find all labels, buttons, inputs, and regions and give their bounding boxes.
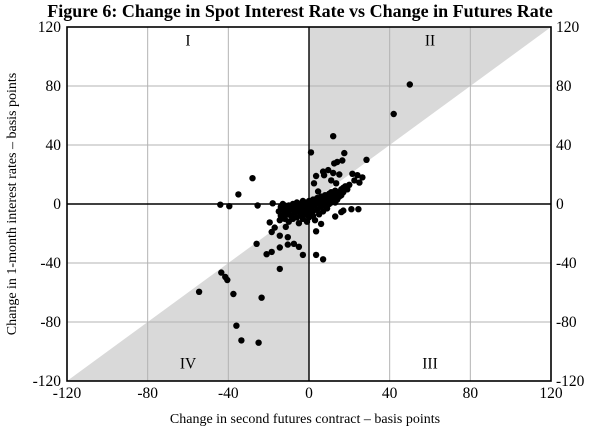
y-tick-label-right: -120 (556, 373, 585, 390)
scatter-point (312, 172, 320, 180)
y-tick-label-left: -80 (40, 314, 61, 331)
x-tick-label: -80 (137, 385, 158, 402)
scatter-point (312, 228, 320, 235)
scatter-point (282, 223, 289, 231)
scatter-point (314, 188, 322, 195)
scatter-point (226, 203, 233, 210)
scatter-point (276, 244, 283, 251)
scatter-point (339, 157, 346, 164)
scatter-point (195, 288, 203, 295)
scatter-point (217, 201, 224, 208)
y-tick-label-right: 120 (556, 19, 580, 36)
scatter-point (253, 240, 260, 247)
scatter-point (238, 337, 245, 344)
y-tick-label-left: 40 (46, 137, 62, 154)
scatter-point (269, 200, 276, 207)
scatter-point (249, 175, 256, 182)
scatter-point (341, 149, 348, 157)
quadrant-label: III (422, 355, 438, 372)
scatter-point (299, 251, 307, 259)
scatter-point (310, 180, 318, 187)
shaded-triangle (309, 27, 551, 204)
scatter-point (258, 294, 265, 301)
scatter-point (406, 81, 413, 88)
scatter-point (224, 276, 231, 284)
scatter-point (325, 166, 332, 174)
scatter-point (354, 172, 361, 179)
scatter-point (355, 206, 362, 213)
scatter-point (317, 220, 325, 228)
scatter-point (351, 177, 358, 184)
y-tick-label-left: -120 (33, 373, 62, 390)
scatter-point (307, 149, 315, 156)
scatter-point (276, 265, 283, 273)
y-tick-label-right: -80 (556, 314, 577, 331)
scatter-point (284, 234, 291, 241)
scatter-point (290, 240, 298, 247)
scatter-point (331, 160, 338, 167)
scatter-point (356, 179, 363, 186)
quadrant-label: II (425, 32, 435, 49)
scatter-point (284, 241, 291, 248)
scatter-point (230, 290, 237, 298)
scatter-point (338, 208, 345, 216)
scatter-point (233, 322, 240, 329)
figure-title: Figure 6: Change in Spot Interest Rate v… (47, 1, 553, 21)
scatter-point (349, 170, 356, 177)
axis-tick-labels: -120 -80 -40 0 40 80 120-120 -120-80 -80-40 -400 0… (33, 19, 585, 402)
scatter-point (266, 219, 273, 226)
quadrant-label: I (185, 32, 190, 49)
x-tick-label: -120 (53, 385, 82, 402)
x-tick-label: 0 (305, 385, 313, 402)
scatter-point (336, 171, 343, 178)
x-tick-label: 40 (382, 385, 398, 402)
scatter-point (254, 202, 261, 209)
x-tick-label: -40 (218, 385, 239, 402)
x-axis-title: Change in second futures contract – basi… (170, 412, 440, 427)
shaded-triangle (67, 204, 309, 381)
x-tick-label: 120 (539, 385, 563, 402)
scatter-point (328, 177, 335, 184)
x-tick-label: 80 (463, 385, 479, 402)
y-tick-label-left: 120 (38, 19, 62, 36)
scatter-point (312, 251, 320, 259)
y-tick-label-left: -40 (40, 255, 61, 272)
scatter-point (330, 169, 337, 177)
y-tick-label-left: 80 (46, 78, 62, 95)
scatter-point (295, 220, 303, 227)
y-tick-label-right: 80 (556, 78, 572, 95)
y-tick-label-right: 0 (556, 196, 564, 213)
y-tick-label-right: 40 (556, 137, 572, 154)
scatter-point (268, 228, 275, 236)
scatter-point (332, 213, 339, 220)
scatter-point (255, 339, 262, 346)
scatter-points (195, 81, 413, 346)
plot-frame (66, 26, 552, 382)
y-tick-label-left: 0 (53, 196, 61, 213)
scatter-point (333, 180, 340, 187)
scatter-point (276, 232, 283, 239)
quadrant-label: IV (180, 355, 197, 372)
y-tick-label-right: -40 (556, 255, 577, 272)
scatter-point (359, 174, 366, 181)
scatter-point (348, 206, 355, 213)
scatter-point (363, 156, 370, 163)
scatter-point (319, 256, 327, 263)
scatter-point (295, 243, 303, 250)
y-axis-title: Change in 1-month interest rates – basis… (5, 73, 20, 335)
scatter-point (263, 251, 270, 258)
scatter-point (235, 191, 242, 198)
scatter-point (218, 269, 225, 276)
scatter-point (390, 110, 397, 118)
scatter-point (320, 172, 328, 179)
scatter-point (268, 248, 275, 256)
scatter-point (311, 217, 319, 224)
scatter-point (346, 181, 353, 188)
scatter-point (330, 133, 337, 140)
